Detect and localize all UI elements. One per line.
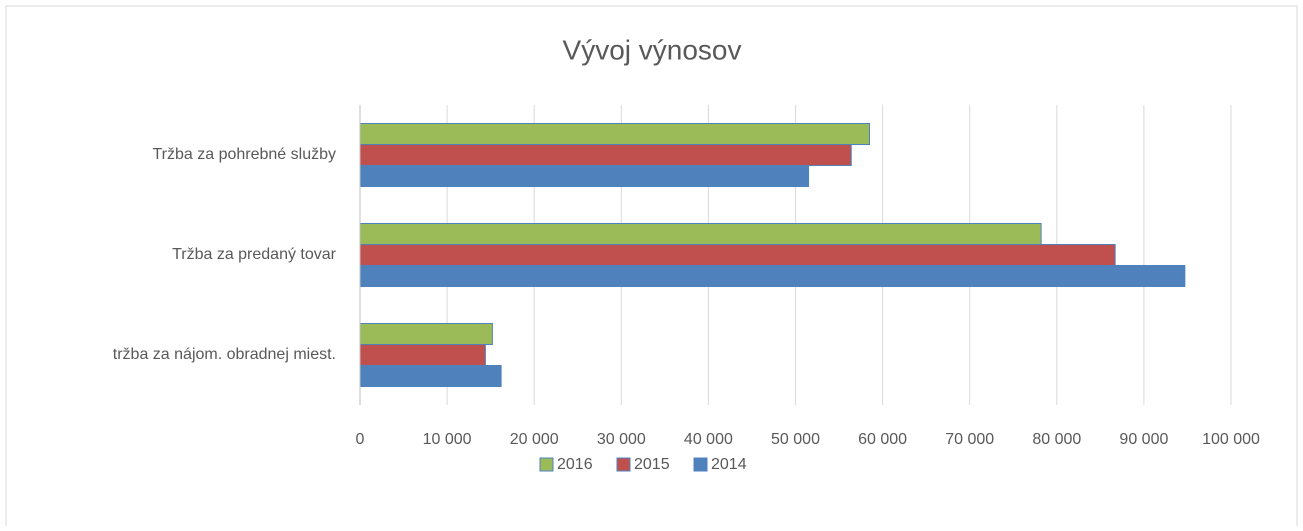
bar: [359, 323, 493, 345]
y-tick-label: Tržba za predaný tovar: [172, 246, 337, 263]
y-tick-label: tržba za nájom. obradnej miest.: [113, 346, 336, 363]
x-tick-label: 80 000: [1032, 431, 1081, 448]
x-tick-label: 30 000: [597, 431, 646, 448]
y-tick-label: Tržba za pohrebné služby: [152, 146, 336, 163]
legend-swatch: [616, 457, 631, 472]
legend-swatch: [693, 457, 708, 472]
x-tick-label: 100 000: [1202, 431, 1260, 448]
x-tick-label: 60 000: [858, 431, 907, 448]
x-tick-label: 90 000: [1119, 431, 1168, 448]
x-tick-label: 0: [356, 431, 365, 448]
legend-label: 2016: [557, 456, 593, 473]
legend-label: 2015: [634, 456, 670, 473]
x-tick-label: 10 000: [423, 431, 472, 448]
bar: [359, 365, 502, 387]
x-tick-label: 50 000: [771, 431, 820, 448]
bar: [359, 265, 1186, 287]
legend-label: 2014: [711, 456, 747, 473]
legend-swatch: [539, 457, 554, 472]
x-tick-label: 70 000: [945, 431, 994, 448]
bar: [359, 223, 1042, 245]
bar: [359, 244, 1116, 266]
bar: [359, 344, 486, 366]
bar: [359, 144, 852, 166]
x-tick-label: 20 000: [510, 431, 559, 448]
chart-title: Vývoj výnosov: [563, 34, 742, 65]
bar: [359, 123, 871, 145]
bar: [359, 165, 810, 187]
x-tick-label: 40 000: [684, 431, 733, 448]
